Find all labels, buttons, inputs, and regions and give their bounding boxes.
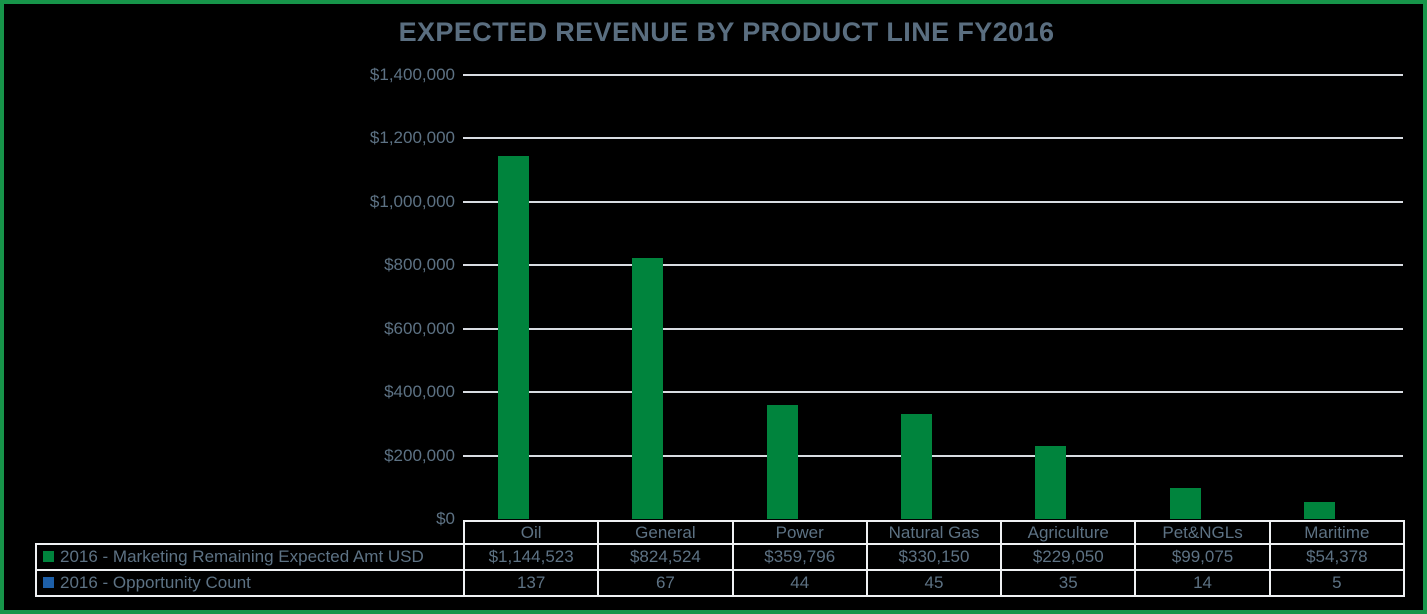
- legend-cell: 2016 - Opportunity Count: [35, 569, 465, 597]
- bar-maritime[interactable]: [1303, 501, 1335, 519]
- y-axis-tick-label: $0: [436, 509, 455, 528]
- y-axis-tick-label: $400,000: [384, 382, 455, 402]
- y-axis-tick-label: $200,000: [384, 445, 455, 465]
- count-value-cell: 44: [731, 569, 868, 597]
- count-value-cell: 45: [865, 569, 1003, 597]
- count-value-cell: 35: [1000, 569, 1137, 597]
- count-value-cell: 14: [1134, 569, 1271, 597]
- count-value-cell: 137: [462, 569, 600, 597]
- count-value-cell: 5: [1268, 569, 1405, 597]
- legend-label: 2016 - Opportunity Count: [60, 573, 251, 592]
- y-axis-tick-label: $600,000: [384, 318, 455, 338]
- gridline: [463, 74, 1403, 76]
- category-header: Pet&NGLs: [1134, 520, 1271, 545]
- y-axis-tick-label: $1,400,000: [369, 65, 455, 84]
- bar-oil[interactable]: [498, 156, 530, 519]
- gridline: [463, 264, 1403, 267]
- count-value-cell: 67: [597, 569, 734, 597]
- y-axis-tick-label: $800,000: [384, 255, 455, 275]
- bar-agriculture[interactable]: [1035, 446, 1067, 519]
- category-header: Power: [731, 520, 868, 545]
- revenue-value-cell: $330,150: [865, 543, 1003, 571]
- gridline: [463, 454, 1403, 457]
- bar-general[interactable]: [632, 257, 664, 519]
- y-axis-tick-label: $1,000,000: [369, 191, 455, 211]
- table-corner-spacer: [36, 521, 464, 544]
- chart-title: EXPECTED REVENUE BY PRODUCT LINE FY2016: [398, 17, 1055, 47]
- category-header: Maritime: [1268, 520, 1405, 545]
- category-header: Oil: [462, 520, 600, 545]
- legend-cell: 2016 - Marketing Remaining Expected Amt …: [35, 543, 465, 571]
- revenue-legend-swatch-icon: [43, 551, 54, 563]
- gridline: [463, 391, 1403, 394]
- count-legend-swatch-icon: [43, 577, 54, 589]
- revenue-value-cell: $99,075: [1134, 543, 1271, 571]
- table-row: 2016 - Opportunity Count 137 67 44 45 35 14 5: [35, 569, 1405, 597]
- revenue-value-cell: $229,050: [1000, 543, 1137, 571]
- plot-area: $1,400,000 $1,200,000 $1,000,000 $800,000 $6…: [370, 65, 1403, 528]
- revenue-value-cell: $359,796: [731, 543, 868, 571]
- bar-power[interactable]: [766, 404, 798, 519]
- revenue-value-cell: $824,524: [597, 543, 734, 571]
- category-header: Agriculture: [1000, 520, 1137, 545]
- bar-pet-ngls[interactable]: [1169, 487, 1201, 519]
- y-axis-tick-label: $1,200,000: [369, 128, 455, 148]
- data-table: Oil General Power Natural Gas Agriculture Pet…: [35, 520, 1405, 597]
- gridline: [463, 137, 1403, 140]
- bar-natural-gas[interactable]: [901, 414, 932, 519]
- gridline: [463, 327, 1403, 330]
- category-header: Natural Gas: [865, 520, 1003, 545]
- category-header: General: [597, 520, 734, 545]
- legend-label: 2016 - Marketing Remaining Expected Amt …: [60, 547, 424, 566]
- gridline: [463, 200, 1403, 203]
- revenue-value-cell: $54,378: [1268, 543, 1405, 571]
- revenue-value-cell: $1,144,523: [462, 543, 600, 571]
- table-row: 2016 - Marketing Remaining Expected Amt …: [35, 543, 1405, 571]
